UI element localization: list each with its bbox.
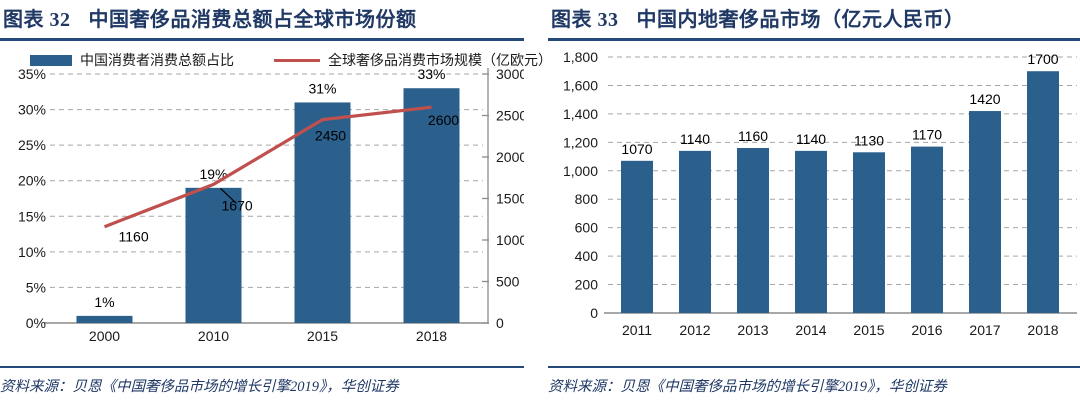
bar-value-label: 1140 (796, 131, 826, 147)
x-axis-tick-label: 2011 (622, 322, 652, 338)
bar-series-swatch-icon (30, 54, 72, 66)
figure-32-title-text: 中国奢侈品消费总额占全球市场份额 (88, 9, 417, 31)
figure-33-title-text: 中国内地奢侈品市场（亿元人民币） (636, 9, 965, 31)
bar (795, 150, 827, 313)
bar-value-label: 1420 (969, 91, 1000, 107)
right-axis-tick-label: 0 (496, 315, 504, 331)
bar-value-label: 1% (94, 294, 114, 310)
x-axis-tick-label: 2014 (795, 322, 826, 338)
right-axis-tick-label: 1500 (496, 191, 524, 207)
left-axis-tick-label: 0% (26, 315, 46, 331)
figure-33-title: 图表 33 中国内地奢侈品市场（亿元人民币） (548, 0, 1080, 41)
bar-chart-mainland-luxury-market: 0 200 400 600 800 1,000 1,200 1,400 1,600 1,800 20… (563, 49, 1077, 338)
y-axis-tick-label: 1,000 (563, 163, 598, 179)
legend-item-bar-series: 中国消费者消费总额占比 (30, 50, 234, 70)
line-series (103, 105, 432, 229)
line-value-label: 1670 (222, 197, 253, 213)
figure-32-title: 图表 32 中国奢侈品消费总额占全球市场份额 (0, 0, 524, 41)
x-axis-tick-label: 2012 (679, 322, 710, 338)
bar (185, 187, 242, 323)
bar (969, 111, 1001, 314)
figure-32-legend: 中国消费者消费总额占比 全球奢侈品消费市场规模（亿欧元） (30, 50, 552, 70)
bar (679, 150, 711, 313)
y-axis-tick-label: 1,800 (563, 49, 598, 65)
figure-33-panel: 图表 33 中国内地奢侈品市场（亿元人民币） 0 200 400 600 800 1,000… (548, 0, 1080, 411)
bar-value-label: 1700 (1027, 51, 1058, 67)
x-axis-tick-label: 2010 (198, 328, 229, 344)
figure-33-label: 图表 33 (551, 9, 619, 31)
bar (76, 315, 133, 323)
bar-value-label: 1130 (854, 132, 884, 148)
x-axis-tick-label: 2000 (89, 328, 120, 344)
x-axis-tick-label: 2018 (416, 328, 447, 344)
x-axis-tick-label: 2018 (1027, 322, 1058, 338)
x-axis-tick-label: 2017 (969, 322, 1000, 338)
right-axis-tick-label: 3000 (496, 66, 524, 82)
x-axis-tick-label: 2016 (911, 322, 942, 338)
bar-value-label: 1160 (738, 128, 768, 144)
left-axis-tick-label: 30% (18, 102, 46, 118)
bar-value-label: 1170 (912, 127, 942, 143)
right-axis-tick-label: 2500 (496, 108, 524, 124)
line-value-label: 2450 (315, 128, 346, 144)
figure-32-label: 图表 32 (3, 9, 71, 31)
y-axis-tick-label: 1,200 (563, 134, 598, 150)
y-axis-tick-label: 0 (590, 305, 598, 321)
left-axis-tick-label: 10% (18, 244, 46, 260)
bar-value-label: 1070 (621, 141, 652, 157)
leader-line (220, 187, 237, 204)
left-axis-tick-label: 15% (18, 208, 46, 224)
line-value-label: 2600 (428, 112, 459, 128)
right-axis-tick-label: 1000 (496, 232, 524, 248)
figure-33-source: 资料来源：贝恩《中国奢侈品市场的增长引擎2019》，华创证券 (548, 366, 1080, 396)
bar-series-legend-label: 中国消费者消费总额占比 (80, 52, 234, 68)
bar-value-label: 31% (308, 80, 336, 96)
x-axis-tick-label: 2015 (853, 322, 884, 338)
right-axis-tick-label: 2000 (496, 149, 524, 165)
y-axis-tick-label: 200 (575, 277, 599, 293)
left-axis-tick-label: 25% (18, 137, 46, 153)
figure-32-panel: 图表 32 中国奢侈品消费总额占全球市场份额 中国消费者消费总额占比 全球奢侈品消… (0, 0, 552, 411)
line-value-label: 1160 (119, 229, 149, 245)
right-axis-tick-label: 500 (496, 274, 520, 290)
y-axis-tick-label: 600 (575, 220, 599, 236)
y-axis-tick-label: 400 (575, 248, 599, 264)
x-axis-tick-label: 2015 (307, 328, 338, 344)
bar-value-label: 19% (199, 166, 227, 182)
bar-value-label: 33% (417, 66, 445, 82)
y-axis-tick-label: 1,600 (563, 77, 598, 93)
left-axis-tick-label: 20% (18, 173, 46, 189)
legend-item-line-series: 全球奢侈品消费市场规模（亿欧元） (274, 50, 552, 70)
figure-32-source: 资料来源：贝恩《中国奢侈品市场的增长引擎2019》，华创证券 (0, 366, 524, 396)
bar-value-label: 1140 (680, 131, 710, 147)
bar (737, 148, 769, 313)
bar (853, 152, 885, 313)
left-axis-tick-label: 5% (26, 279, 46, 295)
bar (911, 146, 943, 313)
combo-chart-china-luxury-share: 0% 5% 10% 15% 20% 25% 30% 35% 0 500 1000 1500 2000 25… (18, 66, 524, 344)
y-axis-tick-label: 800 (575, 191, 599, 207)
left-axis-tick-label: 35% (18, 66, 46, 82)
bar (1027, 71, 1059, 313)
line-series-swatch-icon (274, 58, 320, 62)
bar (294, 102, 351, 323)
line-series-legend-label: 全球奢侈品消费市场规模（亿欧元） (328, 52, 552, 68)
bar (621, 160, 653, 313)
x-axis-tick-label: 2013 (737, 322, 768, 338)
y-axis-tick-label: 1,400 (563, 106, 598, 122)
bar (403, 88, 460, 323)
